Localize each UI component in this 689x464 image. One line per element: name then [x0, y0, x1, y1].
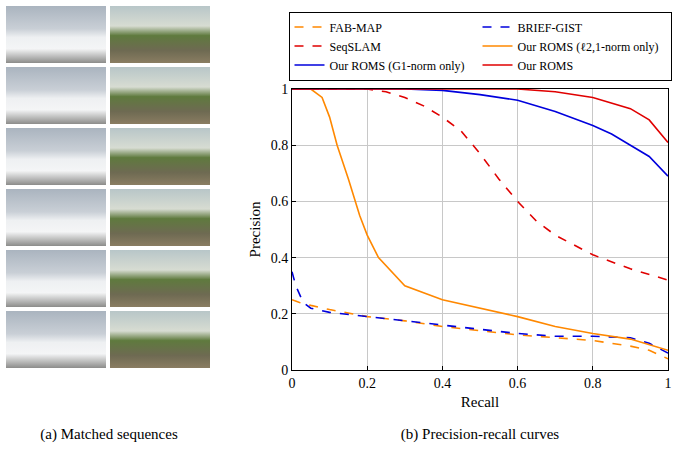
- svg-text:0.4: 0.4: [434, 376, 452, 391]
- svg-text:BRIEF-GIST: BRIEF-GIST: [518, 21, 583, 35]
- html-text:(b) Precision-recall curves: (b) Precision-recall curves: [400, 426, 560, 442]
- svg-text:0: 0: [289, 376, 296, 391]
- svg-text:0: 0: [281, 363, 288, 378]
- svg-text:0.2: 0.2: [358, 376, 376, 391]
- svg-text:Our ROMS: Our ROMS: [518, 59, 574, 73]
- svg-text:Our ROMS (G1-norm only): Our ROMS (G1-norm only): [330, 59, 465, 73]
- html-text:(a) Matched sequences: (a) Matched sequences: [40, 426, 178, 442]
- svg-text:0.6: 0.6: [509, 376, 526, 391]
- svg-text:Our ROMS (ℓ2,1-norm only): Our ROMS (ℓ2,1-norm only): [518, 40, 659, 54]
- svg-text:1: 1: [281, 82, 288, 97]
- svg-text:Recall: Recall: [461, 394, 499, 410]
- svg-text:0.2: 0.2: [271, 307, 289, 322]
- svg-text:0.4: 0.4: [271, 251, 289, 266]
- svg-text:0.8: 0.8: [584, 376, 602, 391]
- svg-text:SeqSLAM: SeqSLAM: [330, 40, 382, 54]
- svg-text:Precision: Precision: [247, 201, 263, 257]
- svg-text:FAB-MAP: FAB-MAP: [330, 21, 383, 35]
- svg-text:0.8: 0.8: [271, 138, 289, 153]
- svg-text:0.6: 0.6: [271, 194, 289, 209]
- svg-text:1: 1: [665, 376, 672, 391]
